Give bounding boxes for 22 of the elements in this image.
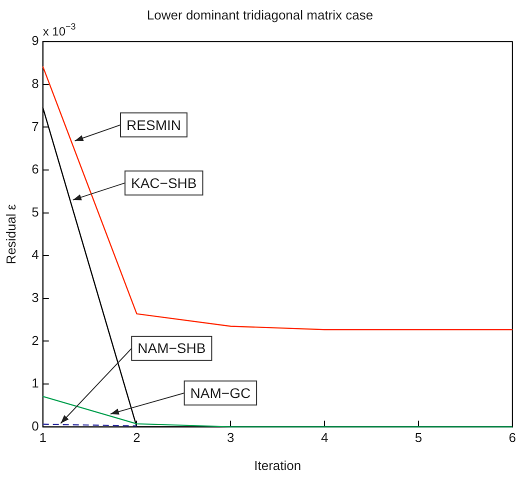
x-tick-label: 4 [320, 430, 328, 446]
x-tick-label: 6 [508, 430, 516, 446]
y-tick-label: 5 [32, 204, 39, 220]
chart-title: Lower dominant tridiagonal matrix case [146, 7, 374, 22]
y-tick-label: 3 [32, 290, 39, 305]
annotation: KAC−SHB [131, 174, 197, 191]
y-tick-label: 6 [32, 162, 39, 177]
y-tick-label: 0 [32, 418, 39, 434]
annotation: RESMIN [126, 116, 181, 133]
y-tick-label: 8 [32, 76, 39, 91]
annotation: NAM−SHB [138, 340, 206, 356]
y-tick-label: 2 [32, 332, 39, 348]
x-tick-label: 3 [227, 430, 234, 446]
x-tick-label: 2 [133, 430, 140, 446]
x-tick-label: 5 [414, 430, 422, 446]
y-tick-label: 1 [32, 376, 39, 391]
y-tick-label: 4 [32, 247, 39, 262]
y-tick-label: 9 [32, 33, 39, 48]
x-axis-title: Iteration [254, 458, 302, 473]
annotation: NAM−GC [190, 384, 251, 401]
y-tick-label: 7 [32, 118, 39, 134]
y-axis-title: Residual ε [3, 204, 18, 264]
